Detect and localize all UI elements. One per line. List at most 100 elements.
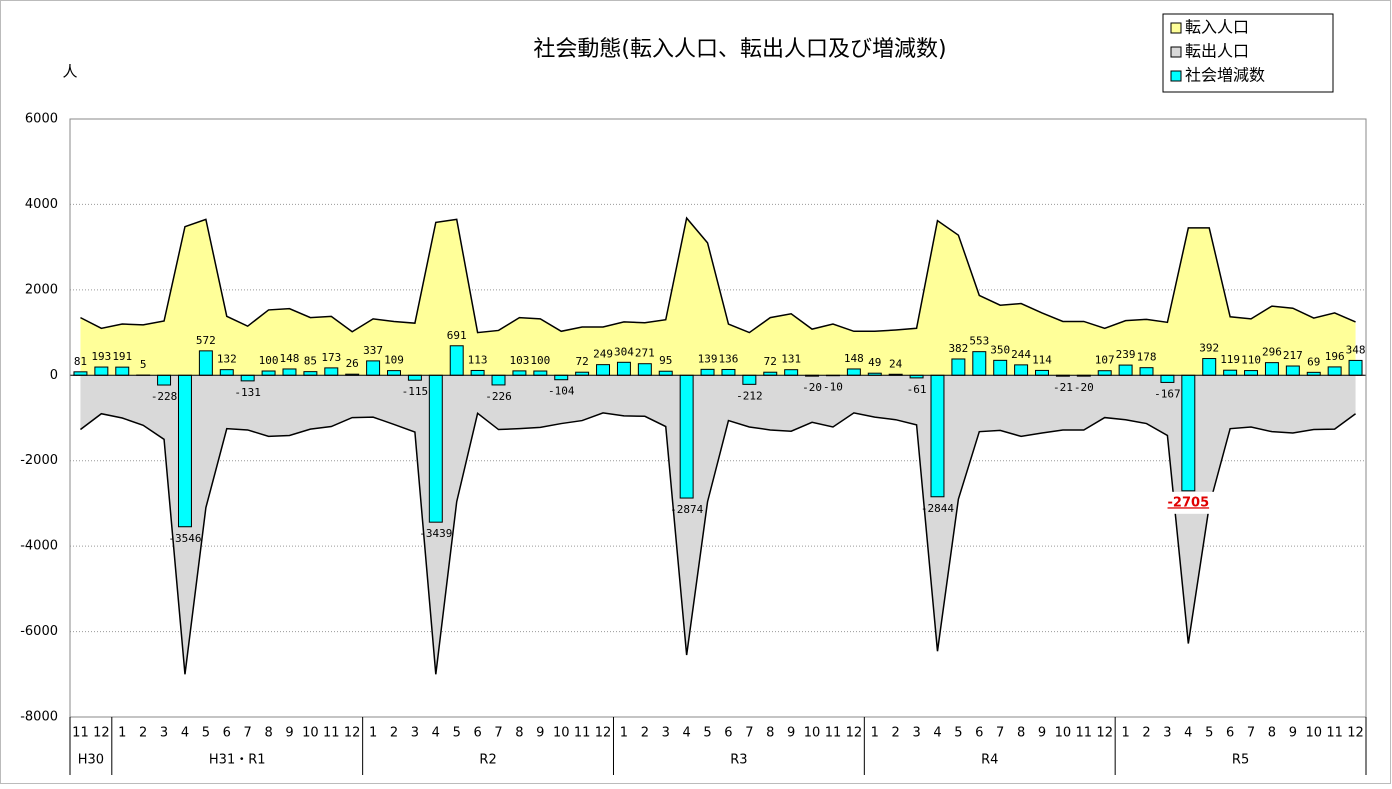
data-label: 132 (217, 353, 237, 366)
data-label: 178 (1137, 351, 1157, 364)
data-label: 107 (1095, 354, 1115, 367)
bar (1140, 368, 1153, 376)
bar (388, 371, 401, 376)
bar (513, 371, 526, 375)
data-label: -2705 (1168, 495, 1210, 510)
x-tick-label: 3 (912, 726, 920, 741)
data-label: 296 (1262, 346, 1282, 359)
bar (262, 371, 275, 375)
x-tick-label: 6 (975, 726, 983, 741)
bar (1203, 359, 1216, 376)
data-label: -3546 (168, 532, 201, 545)
x-group-label: R4 (981, 753, 998, 768)
x-tick-label: 6 (473, 726, 481, 741)
data-label: 217 (1283, 349, 1303, 362)
x-tick-label: 5 (703, 726, 711, 741)
x-tick-label: 11 (323, 726, 340, 741)
y-tick-label: -4000 (20, 539, 58, 554)
legend-label: 転出人口 (1185, 42, 1249, 61)
data-label: -131 (234, 386, 261, 399)
x-tick-label: 3 (662, 726, 670, 741)
data-label: 239 (1116, 348, 1136, 361)
bar (325, 368, 338, 375)
data-label: -228 (151, 390, 178, 403)
x-tick-label: 9 (1038, 726, 1046, 741)
y-tick-label: -6000 (20, 624, 58, 639)
x-tick-label: 7 (745, 726, 753, 741)
x-group-label: H30 (78, 753, 104, 768)
x-tick-label: 11 (1326, 726, 1343, 741)
x-tick-label: 11 (825, 726, 842, 741)
chart-title: 社会動態(転入人口、転出人口及び増減数) (533, 37, 946, 62)
x-tick-label: 7 (996, 726, 1004, 741)
bar (450, 346, 463, 376)
y-tick-label: 6000 (25, 112, 58, 127)
bar (1224, 370, 1237, 375)
data-label: 553 (969, 335, 989, 348)
data-label: -3439 (419, 527, 452, 540)
bar (1265, 363, 1278, 376)
bar (597, 365, 610, 376)
data-label: 382 (948, 342, 968, 355)
x-tick-label: 8 (766, 726, 774, 741)
x-tick-label: 11 (72, 726, 89, 741)
data-label: 26 (346, 357, 359, 370)
bar (680, 375, 693, 498)
x-tick-label: 6 (724, 726, 732, 741)
x-tick-label: 9 (787, 726, 795, 741)
x-tick-label: 7 (1247, 726, 1255, 741)
x-tick-label: 12 (846, 726, 863, 741)
data-label: 148 (844, 352, 864, 365)
bar (95, 367, 108, 375)
x-tick-label: 12 (595, 726, 612, 741)
bar (1349, 360, 1362, 375)
data-label: 148 (280, 352, 300, 365)
x-tick-label: 7 (244, 726, 252, 741)
data-label: 109 (384, 354, 404, 367)
x-group-label: R2 (479, 753, 496, 768)
data-label: 249 (593, 348, 613, 361)
bar (1036, 370, 1049, 375)
data-label: 114 (1032, 353, 1052, 366)
x-tick-label: 12 (93, 726, 110, 741)
legend-label: 転入人口 (1185, 18, 1249, 37)
bar (199, 351, 212, 375)
x-tick-label: 1 (369, 726, 377, 741)
data-label: 81 (74, 355, 87, 368)
data-label: 100 (530, 354, 550, 367)
x-tick-label: 2 (390, 726, 398, 741)
x-tick-label: 1 (620, 726, 628, 741)
data-label: 72 (576, 355, 589, 368)
x-tick-label: 3 (160, 726, 168, 741)
x-tick-label: 6 (1226, 726, 1234, 741)
data-label: 113 (468, 353, 488, 366)
bar (785, 370, 798, 376)
bar (1182, 375, 1195, 491)
data-label: 196 (1325, 350, 1345, 363)
x-tick-label: 9 (1289, 726, 1297, 741)
x-tick-label: 10 (302, 726, 319, 741)
data-label: -2844 (921, 502, 954, 515)
bar (617, 362, 630, 375)
data-label: -115 (402, 385, 429, 398)
y-unit: 人 (62, 63, 77, 81)
bar (304, 372, 317, 376)
bar (1015, 365, 1028, 375)
bar (283, 369, 296, 375)
bar (659, 371, 672, 375)
bar (555, 375, 568, 379)
bar (1286, 366, 1299, 375)
bar (116, 367, 129, 375)
x-tick-label: 4 (683, 726, 691, 741)
data-label: 100 (259, 354, 279, 367)
legend-swatch (1171, 71, 1181, 81)
x-tick-label: 12 (1096, 726, 1113, 741)
data-label: -2874 (670, 503, 703, 516)
data-label: 95 (659, 354, 672, 367)
x-tick-label: 12 (344, 726, 361, 741)
bar (408, 375, 421, 380)
x-tick-label: 8 (1268, 726, 1276, 741)
data-label: -20 (1074, 381, 1094, 394)
x-tick-label: 2 (1142, 726, 1150, 741)
bar (1119, 365, 1132, 375)
